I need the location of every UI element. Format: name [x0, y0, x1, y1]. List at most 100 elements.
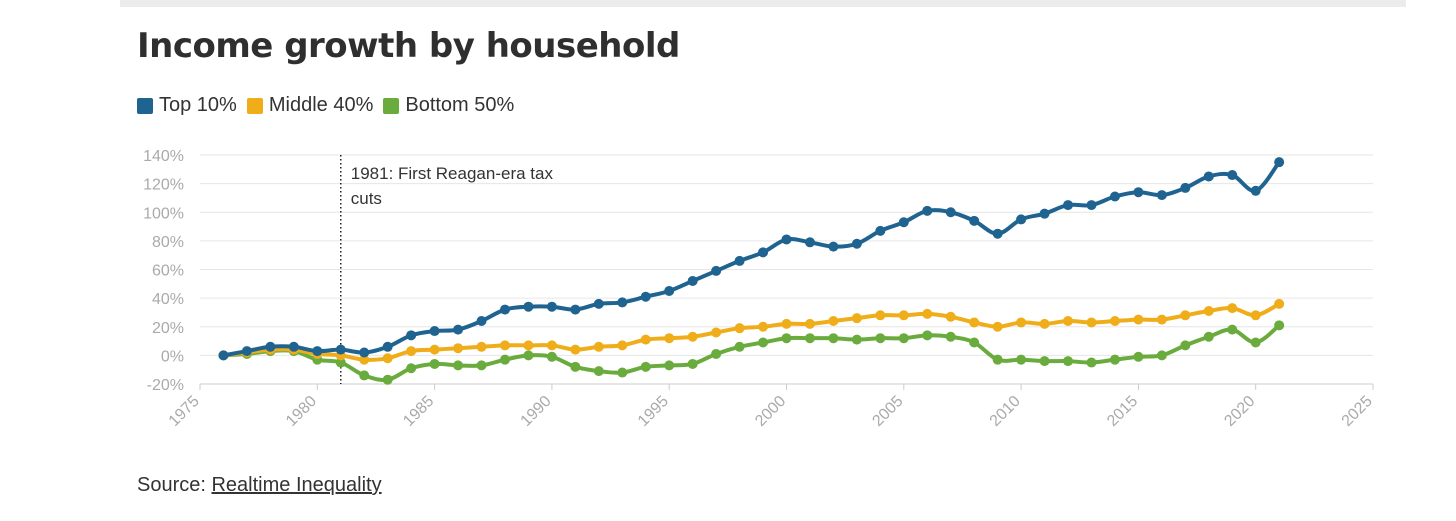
data-point-top-10	[992, 228, 1003, 239]
data-point-top-10	[1274, 157, 1285, 168]
x-tick-label: 1980	[283, 393, 320, 430]
data-point-bottom-50	[1156, 350, 1167, 361]
data-point-middle-40	[1180, 310, 1191, 321]
data-point-middle-40	[1133, 314, 1144, 325]
data-point-top-10	[1016, 214, 1027, 225]
x-tick-label: 1975	[166, 393, 203, 430]
legend-swatch-top10	[137, 97, 153, 114]
data-point-bottom-50	[945, 331, 956, 342]
data-point-top-10	[1086, 200, 1097, 211]
data-point-top-10	[617, 297, 628, 308]
data-point-bottom-50	[922, 330, 933, 341]
data-point-bottom-50	[523, 350, 534, 361]
data-point-top-10	[429, 326, 440, 337]
chart-legend: Top 10% Middle 40% Bottom 50%	[137, 94, 524, 117]
y-tick-label: 20%	[152, 320, 184, 337]
data-point-top-10	[945, 207, 956, 218]
data-point-bottom-50	[546, 351, 557, 362]
data-point-middle-40	[1274, 298, 1285, 309]
top-divider-bar	[120, 0, 1406, 7]
legend-label-bottom50: Bottom 50%	[405, 94, 515, 116]
data-point-bottom-50	[1274, 320, 1285, 331]
data-point-middle-40	[1250, 310, 1261, 321]
y-tick-label: 40%	[152, 291, 184, 308]
data-point-middle-40	[429, 344, 440, 355]
data-point-top-10	[922, 205, 933, 216]
data-point-bottom-50	[664, 360, 675, 371]
x-tick-label: 1990	[518, 393, 555, 430]
data-point-top-10	[241, 346, 252, 357]
data-point-middle-40	[382, 353, 393, 364]
legend-swatch-middle40	[246, 97, 263, 114]
data-point-bottom-50	[804, 333, 815, 344]
data-point-middle-40	[1086, 317, 1097, 328]
data-point-top-10	[969, 215, 980, 226]
y-tick-label: 80%	[152, 234, 184, 251]
x-tick-label: 1995	[635, 393, 672, 430]
data-point-top-10	[828, 241, 839, 252]
data-point-top-10	[1180, 182, 1191, 193]
series-line-top-10	[221, 160, 1282, 358]
data-point-bottom-50	[687, 358, 698, 369]
y-tick-label: 140%	[143, 148, 184, 165]
data-point-middle-40	[499, 340, 510, 351]
data-point-bottom-50	[406, 363, 417, 374]
data-point-bottom-50	[969, 337, 980, 348]
x-tick-label: 2010	[987, 393, 1024, 430]
data-point-bottom-50	[476, 360, 487, 371]
data-point-top-10	[593, 298, 604, 309]
data-point-middle-40	[851, 313, 862, 324]
legend-swatch-bottom50	[383, 97, 400, 114]
data-point-bottom-50	[1227, 324, 1238, 335]
data-point-middle-40	[664, 333, 675, 344]
data-point-middle-40	[453, 343, 464, 354]
data-point-middle-40	[1109, 316, 1120, 327]
data-point-middle-40	[640, 334, 651, 345]
data-point-top-10	[758, 247, 769, 258]
series-line-middle-40	[221, 301, 1282, 362]
data-point-top-10	[1133, 187, 1144, 198]
data-point-middle-40	[1227, 303, 1238, 314]
legend-item-top10: Top 10%	[137, 94, 237, 117]
data-point-bottom-50	[1016, 354, 1027, 365]
legend-item-bottom50: Bottom 50%	[383, 94, 514, 117]
data-point-middle-40	[1016, 317, 1027, 328]
data-point-middle-40	[758, 321, 769, 332]
data-point-bottom-50	[992, 354, 1003, 365]
data-point-top-10	[523, 301, 534, 312]
data-point-middle-40	[476, 341, 487, 352]
data-point-top-10	[734, 255, 745, 266]
y-tick-label: 100%	[143, 205, 184, 222]
data-point-middle-40	[992, 321, 1003, 332]
data-point-bottom-50	[382, 374, 393, 385]
data-point-top-10	[453, 324, 464, 335]
data-point-bottom-50	[335, 357, 346, 368]
data-point-top-10	[1227, 170, 1238, 181]
data-point-top-10	[640, 291, 651, 302]
series-line-bottom-50	[221, 323, 1282, 382]
y-tick-label: 0%	[161, 348, 184, 365]
data-point-top-10	[406, 330, 417, 341]
data-point-middle-40	[781, 318, 792, 329]
data-point-middle-40	[570, 344, 581, 355]
x-tick-label: 2000	[752, 393, 789, 430]
data-point-top-10	[218, 350, 229, 361]
data-point-middle-40	[546, 340, 557, 351]
data-point-bottom-50	[1250, 337, 1261, 348]
data-point-bottom-50	[429, 358, 440, 369]
data-point-middle-40	[406, 346, 417, 357]
data-point-middle-40	[1039, 318, 1050, 329]
data-point-bottom-50	[499, 354, 510, 365]
data-point-bottom-50	[453, 360, 464, 371]
data-point-bottom-50	[1203, 331, 1214, 342]
source-link[interactable]: Realtime Inequality	[211, 474, 382, 496]
source-prefix: Source:	[137, 474, 212, 496]
data-point-middle-40	[711, 327, 722, 338]
data-point-top-10	[476, 316, 487, 327]
data-point-bottom-50	[734, 341, 745, 352]
data-point-bottom-50	[593, 366, 604, 377]
annotation-text: 1981: First Reagan-era tax	[351, 164, 554, 183]
data-point-top-10	[312, 346, 323, 357]
data-point-bottom-50	[359, 370, 370, 381]
